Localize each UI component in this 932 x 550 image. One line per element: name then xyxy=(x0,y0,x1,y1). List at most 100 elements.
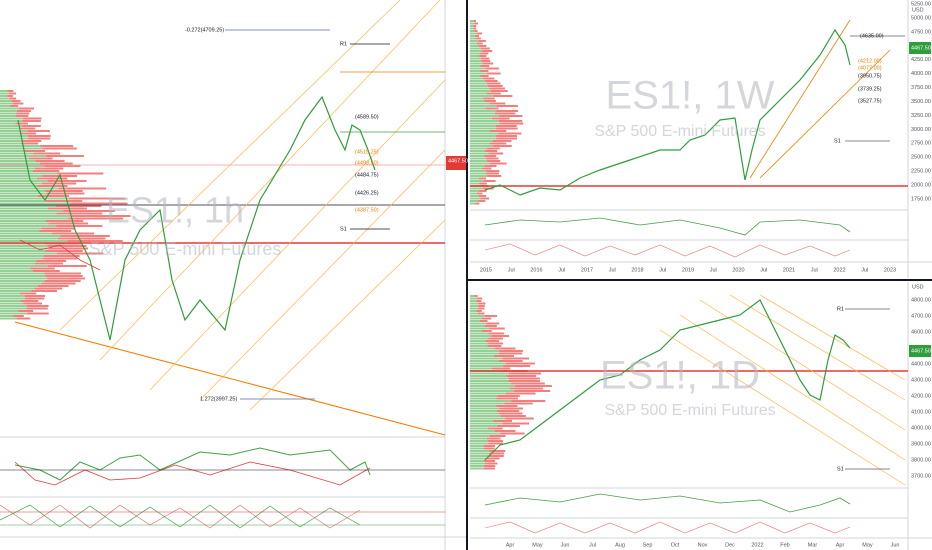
profile-bar xyxy=(470,85,488,87)
price-axis-label: 4750.00 xyxy=(911,29,931,35)
profile-bar xyxy=(470,102,490,105)
profile-bar xyxy=(484,315,498,317)
profile-bar xyxy=(470,157,486,160)
profile-bar xyxy=(0,205,56,207)
profile-bar xyxy=(470,462,486,465)
profile-bar xyxy=(480,75,489,77)
time-axis-label: Mar xyxy=(808,542,818,548)
profile-bar xyxy=(470,147,487,150)
profile-bar xyxy=(470,407,500,410)
profile-bar xyxy=(515,385,552,387)
profile-bar xyxy=(0,280,45,282)
profile-bar xyxy=(41,282,76,285)
profile-bar xyxy=(0,227,42,230)
profile-bar xyxy=(470,467,484,470)
profile-bar xyxy=(497,425,520,427)
profile-bar xyxy=(470,175,488,177)
time-axis-label: Feb xyxy=(780,542,789,548)
profile-bar xyxy=(44,280,81,282)
profile-bar xyxy=(492,140,512,142)
profile-bar xyxy=(470,165,485,167)
profile-bar xyxy=(485,150,498,152)
profile-bar xyxy=(56,212,103,215)
profile-bar xyxy=(470,387,511,390)
profile-bar xyxy=(26,305,49,307)
profile-bar xyxy=(470,305,479,307)
profile-bar xyxy=(0,275,46,277)
profile-bar xyxy=(0,262,35,265)
oscillator xyxy=(484,521,851,534)
profile-bar xyxy=(70,202,128,205)
profile-bar xyxy=(470,337,489,340)
time-axis-label: Jul xyxy=(589,542,596,548)
profile-bar xyxy=(55,205,102,207)
profile-bar xyxy=(499,407,523,410)
price-tag-label: 4467.50 xyxy=(448,158,468,164)
time-axis-label: 2018 xyxy=(631,267,643,273)
profile-bar xyxy=(470,410,498,412)
profile-bar xyxy=(0,240,68,242)
profile-bar xyxy=(470,25,474,27)
profile-bar xyxy=(483,445,495,447)
profile-bar xyxy=(481,317,492,320)
profile-bar xyxy=(479,55,487,57)
profile-bar xyxy=(470,312,479,315)
profile-bar xyxy=(67,217,124,220)
level-label: (4589.50) xyxy=(355,114,379,120)
profile-bar xyxy=(470,45,479,47)
profile-bar xyxy=(478,302,486,305)
profile-bar xyxy=(470,42,477,45)
profile-bar xyxy=(482,50,493,52)
profile-bar xyxy=(496,397,518,400)
profile-bar xyxy=(479,190,487,192)
level-label: (4077.00) xyxy=(858,65,882,71)
time-axis-label: Jun xyxy=(891,542,900,548)
profile-bar xyxy=(0,180,48,182)
price-axis-label: 2250.00 xyxy=(911,169,931,175)
price-axis-label: 4400.00 xyxy=(911,361,931,367)
profile-bar xyxy=(470,402,505,405)
profile-bar xyxy=(19,292,37,295)
profile-bar xyxy=(479,320,488,322)
profile-bar xyxy=(488,342,504,345)
profile-bar xyxy=(503,365,531,367)
price-axis-label: 4000.00 xyxy=(911,425,931,431)
profile-bar xyxy=(15,115,29,117)
price-axis-label: 4250.00 xyxy=(911,57,931,63)
profile-bar xyxy=(0,250,46,252)
profile-bar xyxy=(0,145,41,147)
profile-bar xyxy=(470,195,479,197)
profile-bar xyxy=(484,100,496,102)
price-axis-label: 1750.00 xyxy=(911,196,931,202)
profile-bar xyxy=(470,50,483,52)
profile-bar xyxy=(0,147,43,150)
left-panel: ES1!, 1h S&P 500 E-mini Futures -0.272(4… xyxy=(0,0,468,550)
profile-bar xyxy=(476,310,482,312)
profile-bar xyxy=(486,170,500,172)
profile-bar xyxy=(0,92,9,95)
level-label: (4426.25) xyxy=(355,190,379,196)
profile-bar xyxy=(470,335,492,337)
profile-bar xyxy=(24,297,45,300)
profile-bar xyxy=(470,72,487,75)
profile-bar xyxy=(0,307,27,310)
profile-bar xyxy=(68,197,126,200)
rsi-line xyxy=(14,461,371,486)
profile-bar xyxy=(475,202,480,205)
profile-bar xyxy=(60,235,110,237)
level-label: (4635.00) xyxy=(860,33,884,39)
profile-bar xyxy=(470,360,499,362)
profile-bar xyxy=(0,155,47,157)
profile-bar xyxy=(0,195,38,197)
daily-panel: ES1!, 1D S&P 500 E-mini Futures R1 S1 US… xyxy=(470,282,932,550)
profile-bar xyxy=(0,252,57,255)
profile-bar xyxy=(485,67,499,70)
profile-bar xyxy=(18,107,35,110)
profile-bar xyxy=(470,415,501,417)
profile-bar xyxy=(478,305,485,307)
channel xyxy=(759,49,891,179)
profile-bar xyxy=(34,167,64,170)
profile-bar xyxy=(56,252,104,255)
profile-bar xyxy=(470,67,486,70)
time-axis-label: Dec xyxy=(725,542,735,548)
